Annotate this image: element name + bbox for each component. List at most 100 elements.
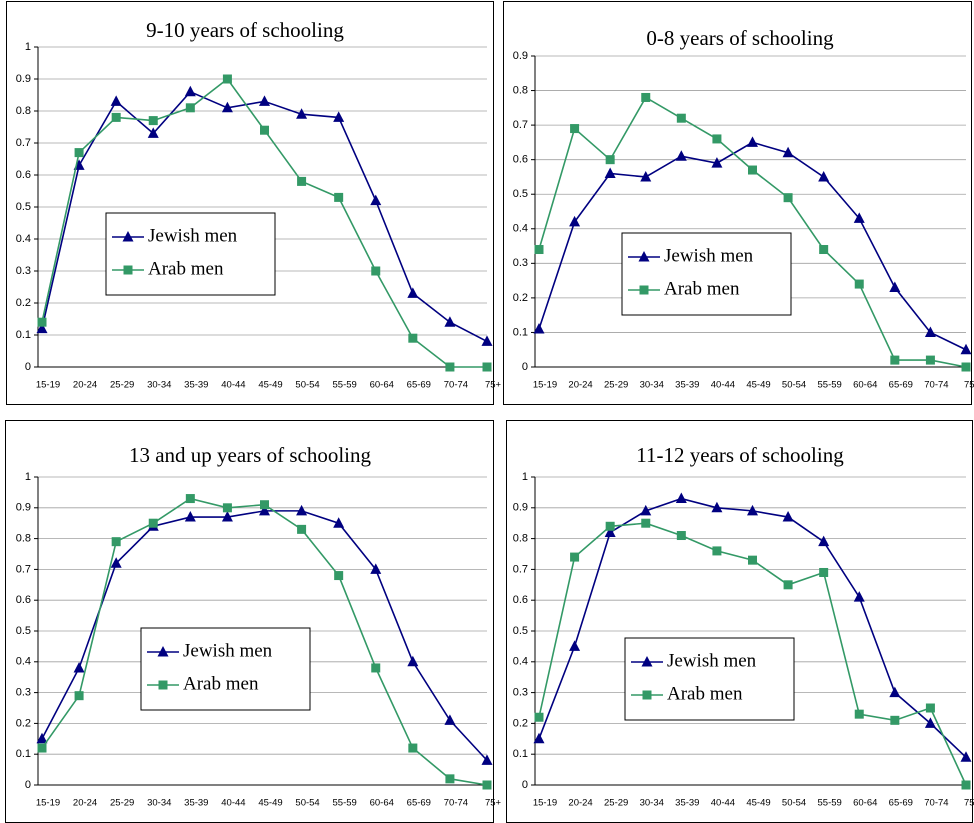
marker xyxy=(36,322,48,334)
x-tick-label: 60-64 xyxy=(853,798,877,809)
marker xyxy=(748,555,757,565)
legend-box xyxy=(105,212,276,296)
marker xyxy=(925,703,935,713)
y-tick-label: 0.2 xyxy=(513,717,528,729)
chart: 0-8 years of schooling 0 0.1 0.2 0.3 0.4 0.5 0.… xyxy=(503,1,974,405)
marker xyxy=(37,317,47,327)
marker xyxy=(853,591,865,602)
y-tick-label: 0.3 xyxy=(16,265,31,277)
marker xyxy=(482,362,492,372)
marker xyxy=(185,103,195,113)
marker xyxy=(259,504,270,516)
y-tick-label: 0.7 xyxy=(16,137,31,149)
marker xyxy=(675,150,687,161)
marker xyxy=(569,640,581,651)
marker xyxy=(36,732,48,744)
y-tick-label: 0.4 xyxy=(16,233,31,245)
y-tick-label: 0.2 xyxy=(513,292,528,304)
marker xyxy=(570,124,580,134)
x-tick-label: 35-39 xyxy=(675,380,699,391)
marker xyxy=(333,517,345,528)
marker xyxy=(783,580,793,590)
legend-label: Arab men xyxy=(664,278,740,299)
marker xyxy=(533,732,545,744)
marker xyxy=(444,714,456,725)
marker xyxy=(638,251,650,262)
marker xyxy=(640,170,652,182)
chart: 13 and up years of schooling 0 0.1 0.2 0.3 0.… xyxy=(5,420,502,823)
x-tick-label: 45-49 xyxy=(746,380,770,391)
marker xyxy=(854,279,864,289)
y-tick-label: 0.9 xyxy=(16,502,31,514)
x-tick-label: 20-24 xyxy=(568,380,592,391)
chart-title: 11-12 years of schooling xyxy=(636,443,844,467)
marker xyxy=(641,656,653,667)
x-tick-label: 30-34 xyxy=(147,380,171,391)
x-tick-label: 25-29 xyxy=(604,380,628,391)
x-tick-label: 15-19 xyxy=(533,798,557,809)
marker xyxy=(641,92,651,102)
x-tick-label: 15-19 xyxy=(533,380,557,391)
marker xyxy=(819,567,829,577)
marker xyxy=(481,335,493,346)
marker xyxy=(148,518,158,528)
x-tick-label: 75+ xyxy=(485,380,502,391)
marker xyxy=(782,146,794,158)
x-tick-label: 65-69 xyxy=(407,798,431,809)
marker xyxy=(676,113,686,123)
y-tick-label: 0.1 xyxy=(513,326,528,338)
marker xyxy=(605,521,615,531)
marker xyxy=(370,194,382,206)
legend-box xyxy=(621,232,792,316)
y-tick-label: 0.8 xyxy=(16,105,31,117)
marker xyxy=(222,503,232,513)
panel-border xyxy=(5,420,494,823)
y-tick-label: 0.8 xyxy=(513,84,528,96)
marker xyxy=(569,215,581,227)
marker xyxy=(570,552,580,562)
marker xyxy=(73,661,85,673)
y-tick-label: 1 xyxy=(25,471,31,483)
marker xyxy=(481,754,493,765)
marker xyxy=(782,511,794,522)
x-tick-label: 35-39 xyxy=(675,798,699,809)
marker xyxy=(222,74,232,84)
x-tick-label: 15-19 xyxy=(36,380,60,391)
x-tick-label: 25-29 xyxy=(110,380,134,391)
y-tick-label: 1 xyxy=(25,41,31,53)
x-tick-label: 25-29 xyxy=(604,798,628,809)
legend-box xyxy=(624,637,795,721)
x-tick-label: 70-74 xyxy=(444,380,468,391)
y-tick-label: 0.5 xyxy=(513,625,528,637)
x-tick-label: 45-49 xyxy=(746,798,770,809)
marker xyxy=(37,743,47,753)
marker xyxy=(961,362,971,372)
marker xyxy=(642,690,652,700)
marker xyxy=(712,546,722,556)
x-tick-label: 55-59 xyxy=(818,380,842,391)
x-tick-label: 40-44 xyxy=(711,798,735,809)
x-tick-label: 75+ xyxy=(485,798,502,809)
marker xyxy=(158,680,168,690)
marker xyxy=(148,116,158,126)
y-tick-label: 0.5 xyxy=(16,625,31,637)
y-tick-label: 0.1 xyxy=(16,748,31,760)
x-tick-label: 60-64 xyxy=(853,380,877,391)
y-tick-label: 0.4 xyxy=(513,223,528,235)
marker xyxy=(889,281,901,293)
marker xyxy=(122,231,134,242)
x-tick-label: 45-49 xyxy=(258,798,282,809)
x-tick-label: 30-34 xyxy=(640,798,664,809)
marker xyxy=(333,111,345,122)
x-tick-label: 20-24 xyxy=(73,380,97,391)
marker xyxy=(711,501,723,513)
marker xyxy=(534,245,544,255)
marker xyxy=(640,504,652,516)
marker xyxy=(533,322,545,334)
chart: 11-12 years of schooling 0 0.1 0.2 0.3 0.4 0.5… xyxy=(506,420,974,823)
marker xyxy=(783,193,793,203)
x-tick-label: 70-74 xyxy=(924,798,948,809)
x-tick-label: 55-59 xyxy=(333,798,357,809)
